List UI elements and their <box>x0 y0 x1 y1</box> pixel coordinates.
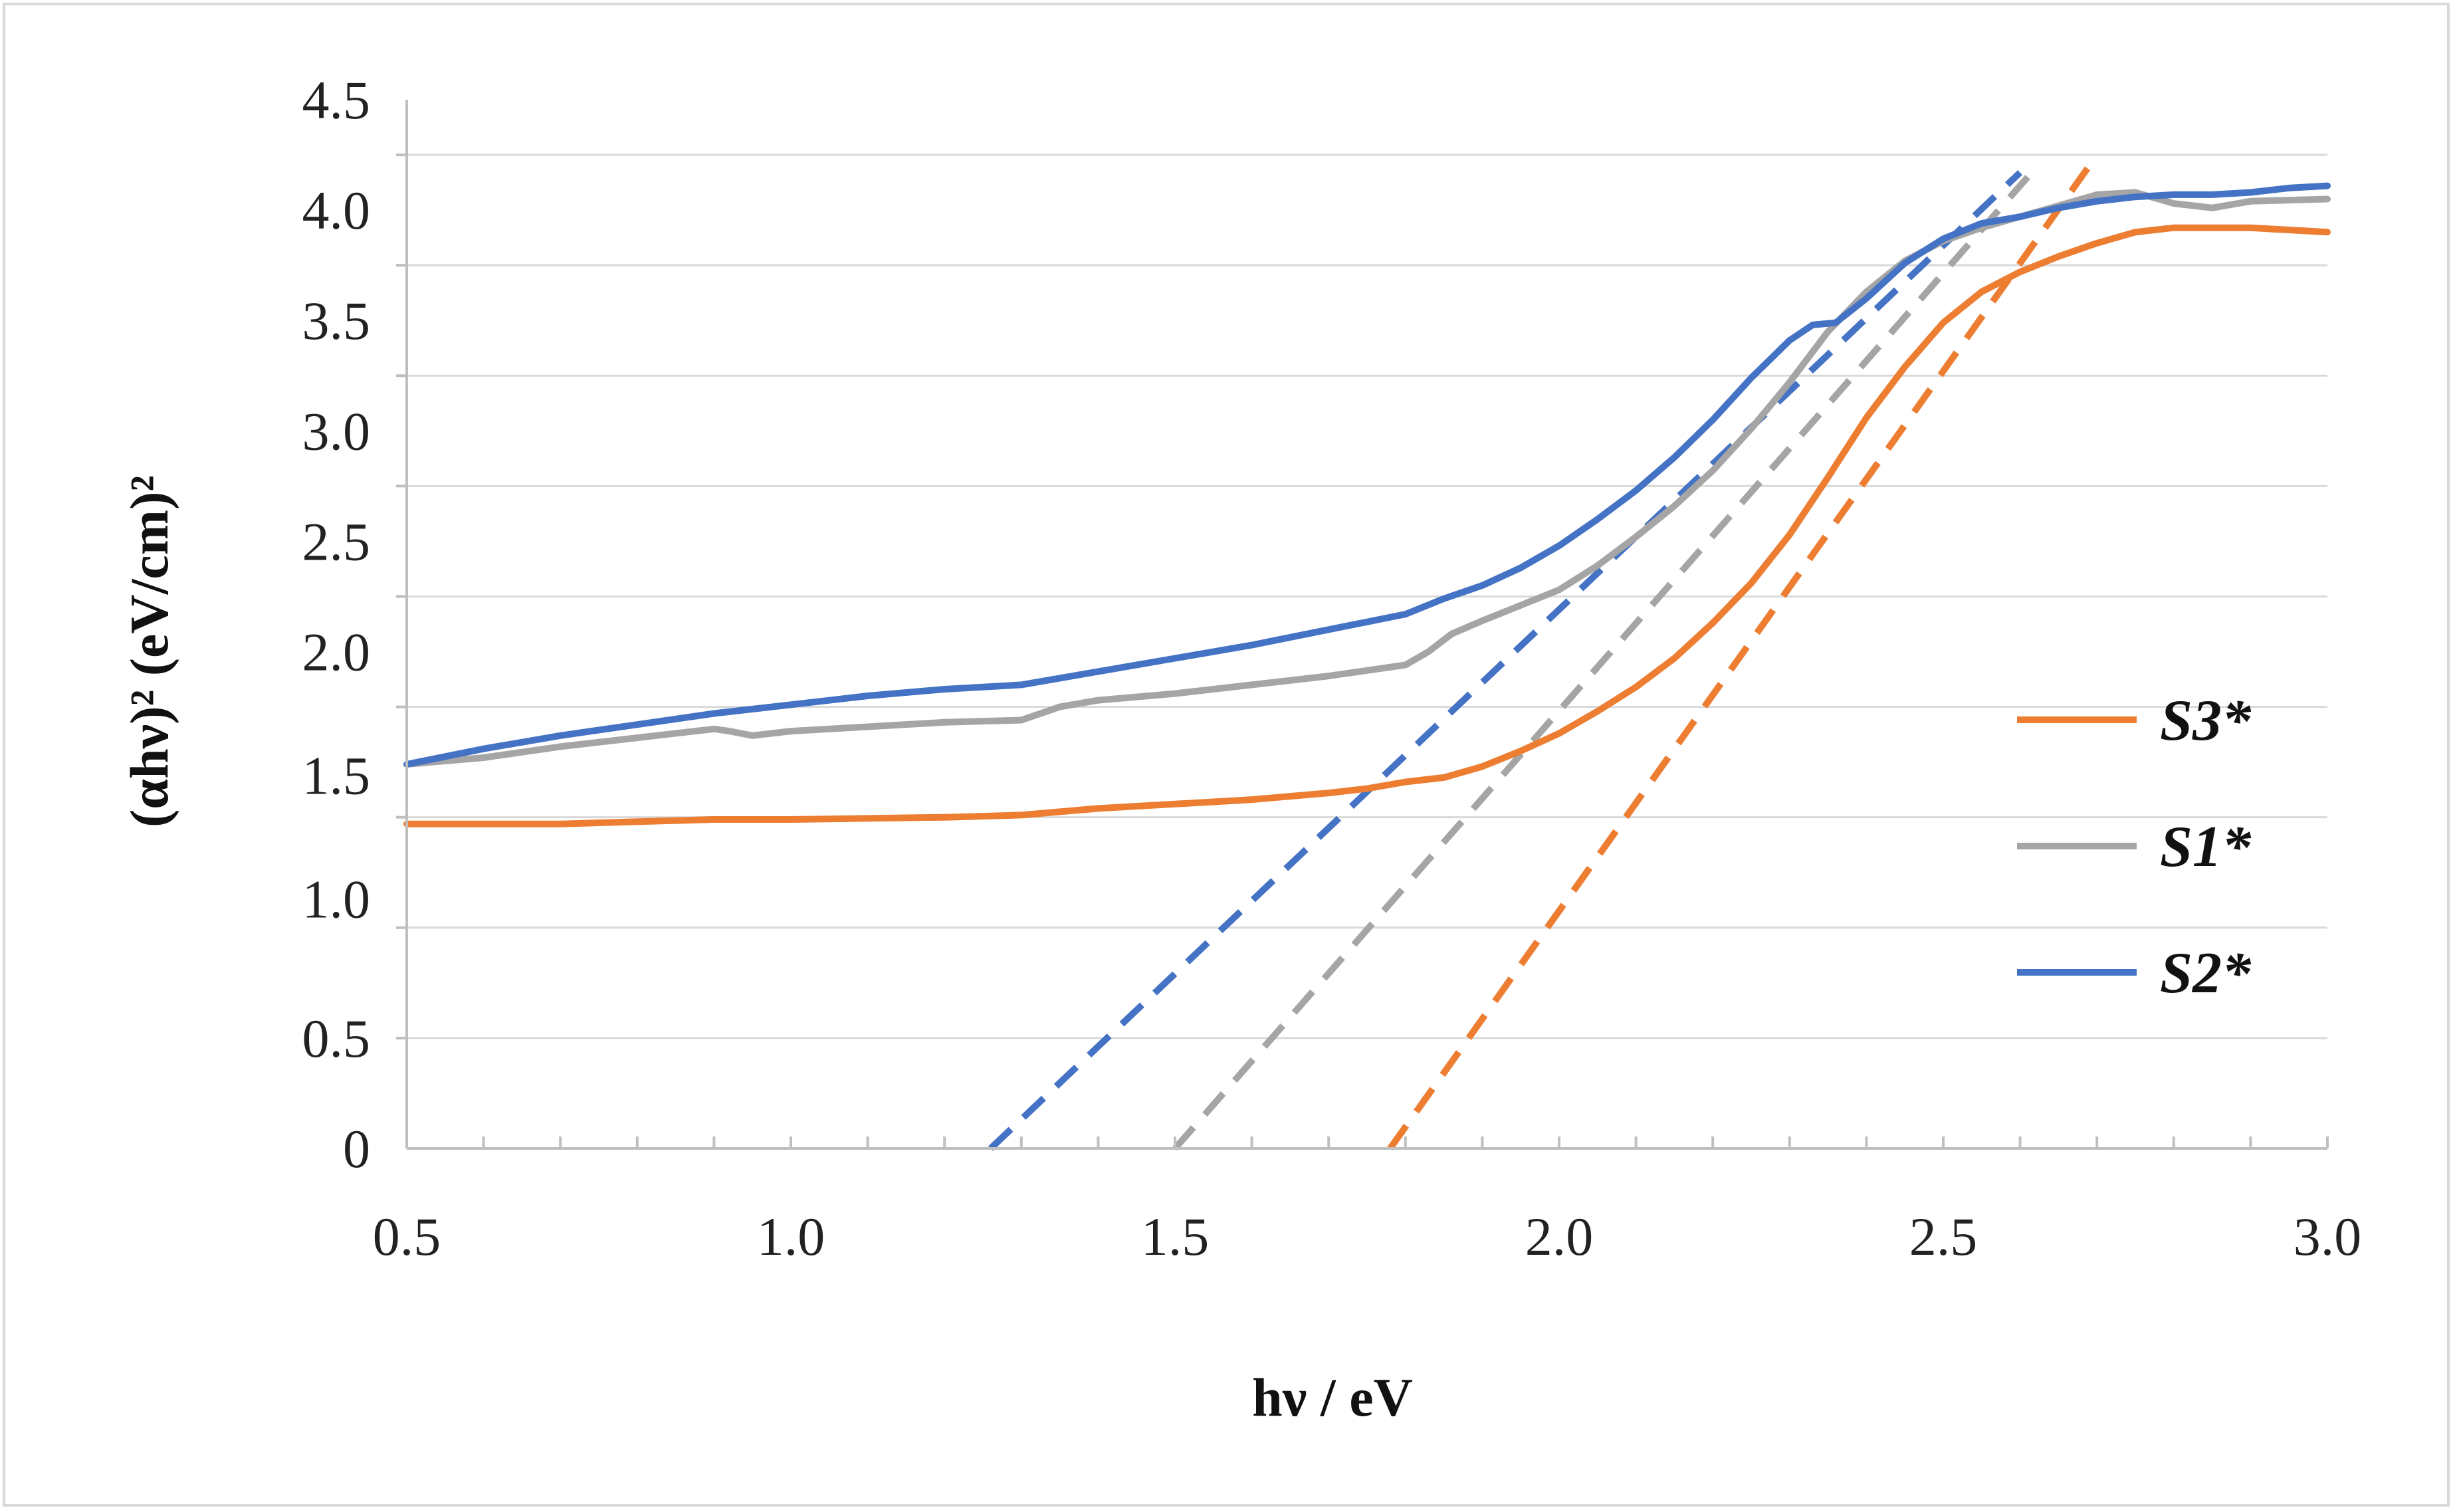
tangent-lines-layer <box>988 163 2092 1151</box>
y-tick-label: 0 <box>343 1119 370 1179</box>
series-line-s3 <box>403 224 2331 827</box>
x-tick-label: 3.0 <box>2294 1206 2362 1267</box>
x-tick-label: 0.5 <box>373 1206 441 1267</box>
tangent-line-s3 <box>1387 163 2092 1150</box>
legend-label-s3: S3* <box>2160 689 2252 753</box>
y-tick-label: 3.0 <box>302 401 371 461</box>
series-line-s1 <box>403 189 2331 768</box>
y-tick-label: 1.0 <box>302 869 371 930</box>
legend-item-s3[interactable]: S3* <box>2017 689 2252 753</box>
x-axis-title: hν / eV <box>1252 1367 1413 1428</box>
tangent-line-s2 <box>988 170 2023 1151</box>
legend-label-s1: S1* <box>2160 815 2252 879</box>
x-tick-label: 2.5 <box>1909 1206 1978 1267</box>
y-axis-title: (αhν)² (eV/cm)² <box>119 475 179 827</box>
tangent-line-s1 <box>1172 174 2030 1151</box>
tick-labels-layer: 00.51.01.52.02.53.03.54.04.50.5 1.0 1.5 2.0… <box>302 70 2362 1267</box>
axes-layer <box>396 100 2329 1150</box>
x-tick-label: 1.0 <box>757 1206 825 1267</box>
legend-item-s2[interactable]: S2* <box>2017 941 2252 1006</box>
y-tick-label: 4.5 <box>302 70 371 130</box>
legend-item-s1[interactable]: S1* <box>2017 815 2252 879</box>
y-tick-label: 3.5 <box>302 290 371 351</box>
chart-frame <box>3 3 2450 1507</box>
y-grid-layer <box>407 154 2327 1039</box>
y-tick-label: 2.5 <box>302 511 371 572</box>
y-tick-label: 0.5 <box>302 1008 371 1069</box>
series-line-s2 <box>403 182 2331 768</box>
x-tick-label: 2.0 <box>1525 1206 1594 1267</box>
y-tick-label: 2.0 <box>302 622 371 683</box>
x-tick-label: 1.5 <box>1141 1206 1210 1267</box>
series-layer <box>403 182 2331 827</box>
legend-label-s2: S2* <box>2160 941 2252 1006</box>
y-tick-label: 1.5 <box>302 746 371 806</box>
y-tick-label: 4.0 <box>302 180 371 241</box>
legend: S3* S1* S2* <box>2017 689 2252 1006</box>
